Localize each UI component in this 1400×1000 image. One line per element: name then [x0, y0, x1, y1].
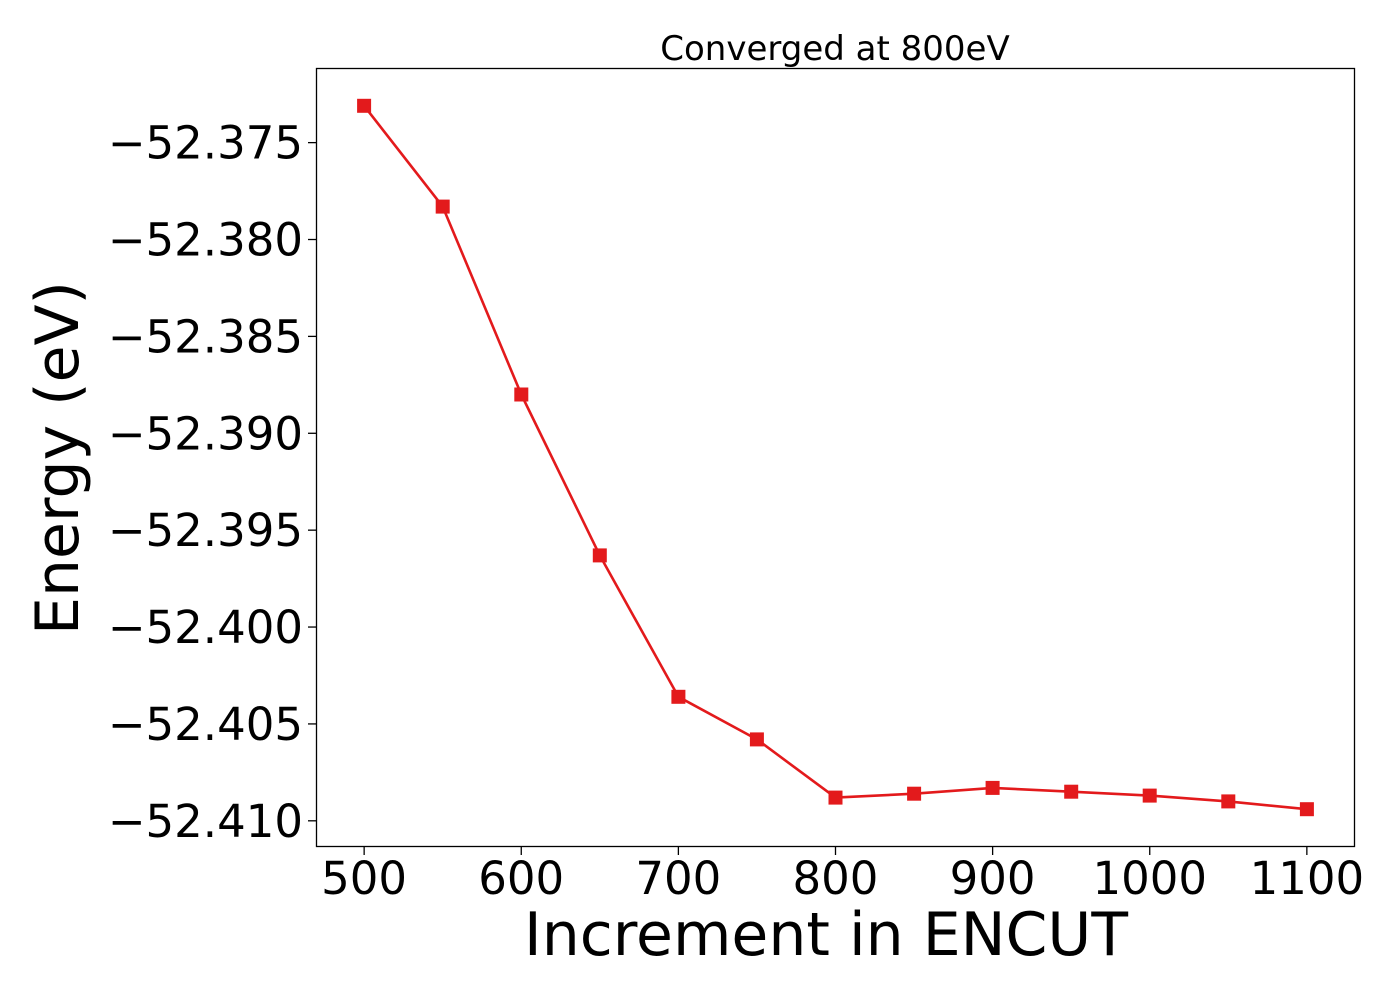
x-tick-label: 1100: [1250, 852, 1365, 905]
data-point-marker: [435, 199, 450, 214]
series-layer: [357, 98, 1314, 817]
y-axis-label: Energy (eV): [23, 281, 93, 635]
y-tick-label: −52.390: [108, 407, 303, 460]
x-tick-label: 500: [321, 852, 407, 905]
data-point-marker: [592, 548, 607, 563]
y-tick-label: −52.400: [108, 601, 303, 654]
x-tick-label: 1000: [1092, 852, 1207, 905]
x-tick-label: 900: [950, 852, 1036, 905]
x-axis-label: Increment in ENCUT: [524, 900, 1128, 970]
data-point-marker: [907, 786, 922, 801]
y-tick-label: −52.375: [108, 117, 303, 170]
y-axis: −52.375 −52.380 −52.385 −52.390 −52.395 −52.4…: [108, 117, 317, 848]
data-point-marker: [828, 790, 843, 805]
x-axis: 500 600 700 800 900 1000 1100: [321, 846, 1364, 905]
data-point-marker: [1299, 802, 1314, 817]
y-tick-label: −52.380: [108, 214, 303, 267]
y-tick-label: −52.395: [108, 504, 303, 557]
data-point-marker: [985, 780, 1000, 795]
data-point-marker: [671, 689, 686, 704]
series-line: [363, 105, 1308, 811]
chart-title: Converged at 800eV: [660, 29, 1009, 69]
y-tick-label: −52.405: [108, 698, 303, 751]
x-tick-label: 700: [635, 852, 721, 905]
y-tick-label: −52.410: [108, 795, 303, 848]
data-point-marker: [1221, 794, 1236, 809]
data-point-marker: [749, 732, 764, 747]
x-tick-label: 600: [478, 852, 564, 905]
data-point-marker: [1142, 788, 1157, 803]
y-tick-label: −52.385: [108, 310, 303, 363]
plot-frame: [315, 67, 1356, 848]
x-tick-label: 800: [793, 852, 879, 905]
data-point-marker: [357, 98, 372, 113]
data-point-marker: [1064, 784, 1079, 799]
data-point-marker: [514, 387, 529, 402]
